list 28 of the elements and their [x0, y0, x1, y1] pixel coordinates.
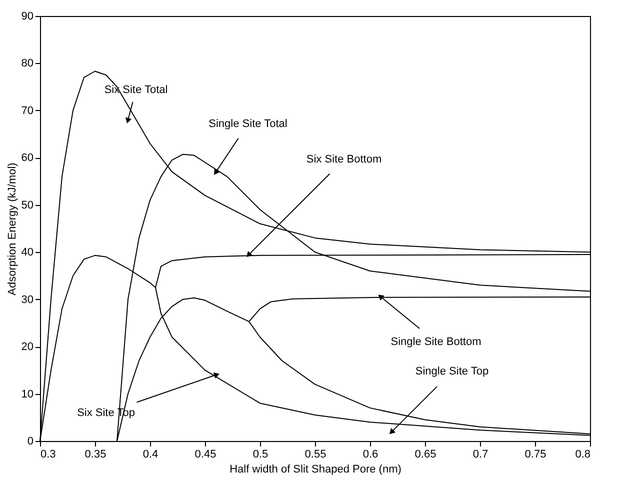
y-tick-label: 70	[21, 104, 34, 117]
y-tick-label: 40	[21, 246, 34, 259]
x-tick-label: 0.8	[575, 448, 590, 460]
annotation: Single Site Total	[208, 118, 288, 130]
x-tick-label: 0.55	[304, 448, 326, 460]
y-tick-label: 50	[21, 199, 34, 212]
annotation: Single Site Top	[415, 366, 489, 378]
annotation: Six Site Bottom	[306, 153, 382, 166]
y-tick-label: 0	[27, 436, 34, 448]
y-tick-label: 10	[21, 388, 34, 400]
annotation: Single Site Bottom	[390, 336, 482, 348]
x-tick-label: 0.75	[524, 448, 546, 460]
x-tick-label: 0.35	[84, 448, 106, 460]
x-tick-label: 0.6	[362, 448, 378, 460]
annotation: Six Site Total	[104, 84, 168, 96]
x-tick-label: 0.4	[142, 448, 158, 460]
x-axis-title: Half width of Slit Shaped Pore (nm)	[230, 464, 402, 476]
x-tick-label: 0.65	[414, 448, 436, 460]
x-tick-label: 0.5	[252, 448, 268, 460]
y-tick-label: 90	[21, 10, 34, 22]
y-tick-label: 20	[21, 341, 34, 354]
y-axis-title: Adsorption Energy (kJ/mol)	[6, 162, 18, 296]
x-tick-label: 0.45	[194, 448, 216, 460]
y-tick-label: 80	[21, 58, 34, 70]
y-tick-label: 30	[21, 294, 34, 306]
y-tick-label: 60	[21, 152, 34, 164]
x-tick-label: 0.3	[40, 448, 56, 460]
x-tick-label: 0.7	[472, 448, 488, 460]
